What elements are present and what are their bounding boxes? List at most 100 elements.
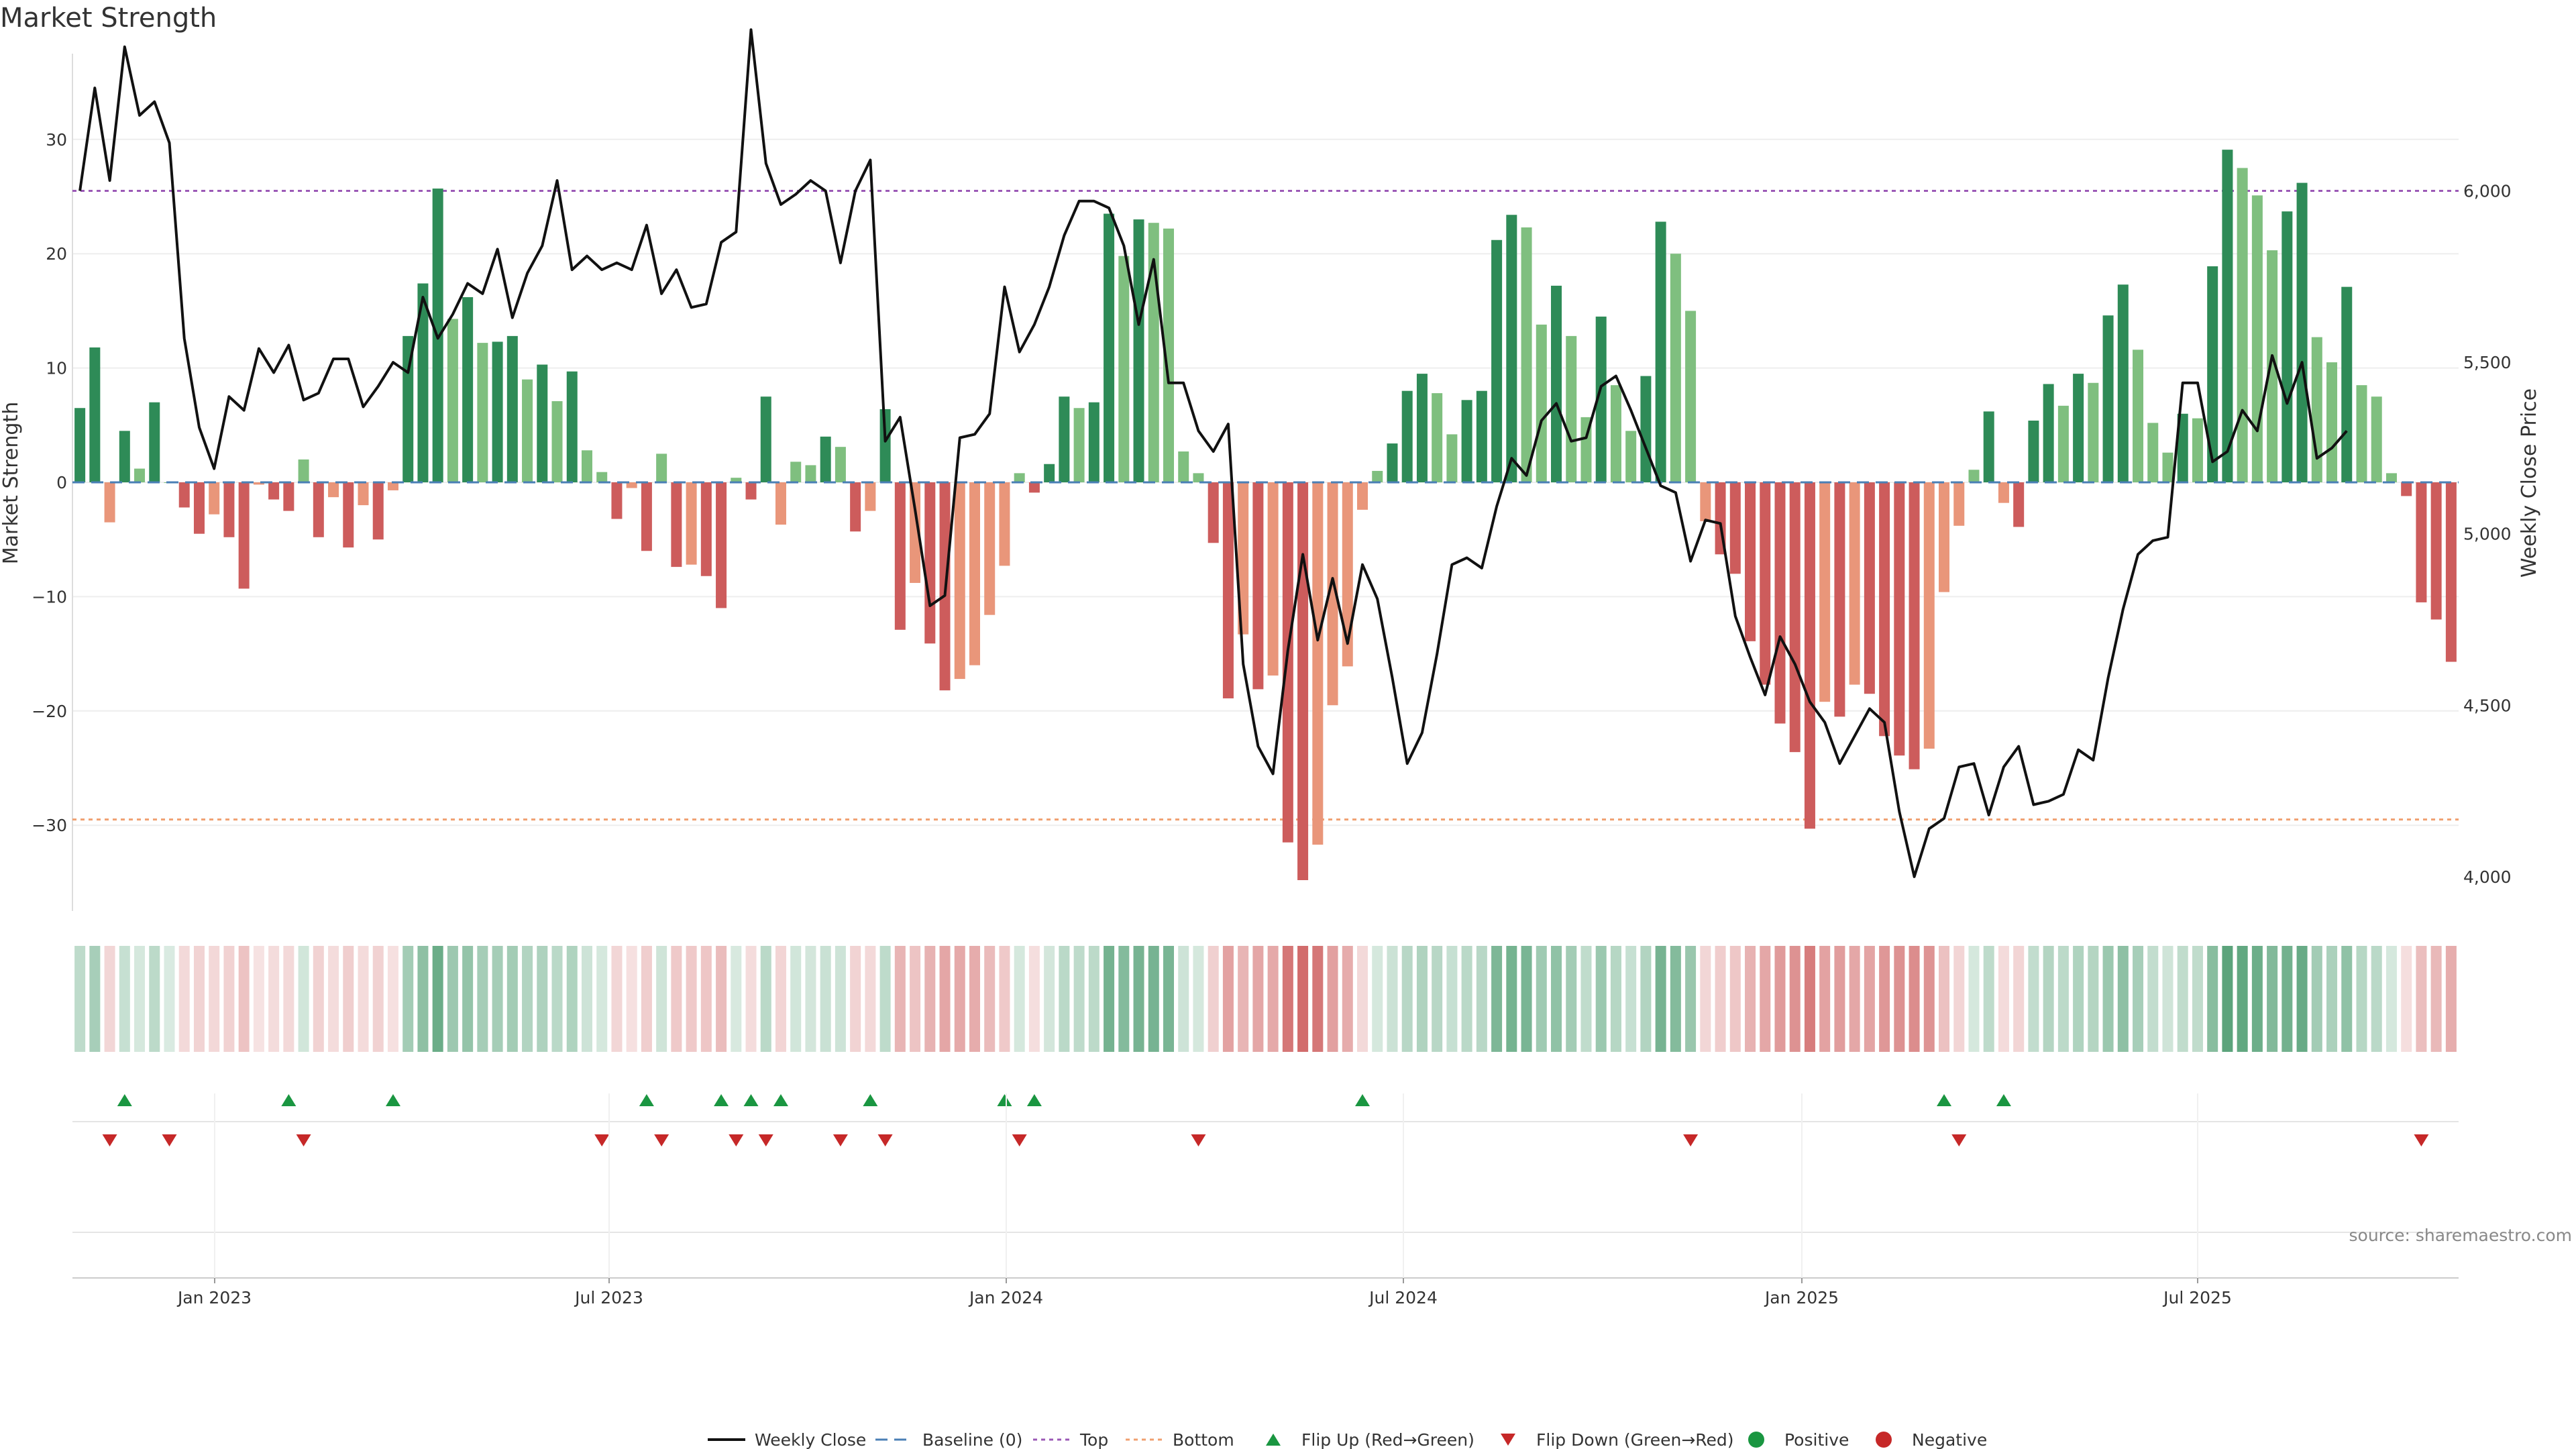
heat-cell-142 <box>2192 946 2203 1052</box>
heat-cell-145 <box>2237 946 2248 1052</box>
heat-cell-143 <box>2207 946 2218 1052</box>
bar-76 <box>1208 482 1219 543</box>
strength-bars <box>74 150 2457 880</box>
bar-3 <box>119 431 130 482</box>
heat-cell-147 <box>2267 946 2278 1052</box>
heat-cell-48 <box>790 946 802 1052</box>
heat-cell-46 <box>760 946 771 1052</box>
bar-114 <box>1774 482 1786 724</box>
left-axis-ticks: 30 20 10 0 −10 −20 −30 <box>32 130 67 835</box>
bar-111 <box>1729 482 1741 574</box>
bar-34 <box>581 450 592 482</box>
bar-45 <box>745 482 757 500</box>
right-tick-label: 5,500 <box>2463 353 2512 372</box>
bar-122 <box>1894 482 1905 756</box>
bar-56 <box>910 482 921 583</box>
bar-74 <box>1178 451 1189 482</box>
heat-cell-115 <box>1789 946 1801 1052</box>
heat-cell-116 <box>1804 946 1815 1052</box>
heat-cell-118 <box>1834 946 1845 1052</box>
flip-down-marker <box>1012 1134 1027 1146</box>
bar-126 <box>1953 482 1965 526</box>
heat-cell-42 <box>700 946 712 1052</box>
bar-0 <box>74 408 86 482</box>
heat-cell-15 <box>298 946 309 1052</box>
bar-17 <box>328 482 339 498</box>
left-tick-label: −20 <box>32 702 67 721</box>
right-tick-label: 4,500 <box>2463 696 2512 715</box>
heat-cell-157 <box>2416 946 2427 1052</box>
heat-cell-98 <box>1536 946 1547 1052</box>
heat-cell-39 <box>656 946 667 1052</box>
heat-cell-153 <box>2356 946 2367 1052</box>
heat-cell-104 <box>1625 946 1637 1052</box>
legend-flip-down-swatch <box>1501 1434 1515 1446</box>
flip-down-marker <box>102 1134 117 1146</box>
bar-11 <box>238 482 250 589</box>
bar-155 <box>2385 473 2397 482</box>
bar-22 <box>402 335 414 482</box>
bar-131 <box>2028 420 2039 482</box>
bar-54 <box>879 409 891 482</box>
bar-152 <box>2341 286 2353 482</box>
bar-119 <box>1849 482 1860 685</box>
heat-cell-60 <box>969 946 980 1052</box>
bar-33 <box>566 371 578 482</box>
right-tick-label: 5,000 <box>2463 525 2512 544</box>
flip-down-marker <box>296 1134 311 1146</box>
bar-130 <box>2013 482 2025 527</box>
flip-down-marker <box>758 1134 773 1146</box>
legend-item-close: Weekly Close <box>708 1430 866 1449</box>
heat-cell-9 <box>209 946 220 1052</box>
heat-cell-99 <box>1551 946 1562 1052</box>
bar-68 <box>1088 402 1099 482</box>
bar-38 <box>641 482 652 551</box>
bar-59 <box>954 482 965 680</box>
bar-105 <box>1640 376 1652 482</box>
bar-62 <box>999 482 1010 566</box>
bar-67 <box>1073 408 1085 482</box>
bar-97 <box>1521 227 1532 482</box>
bar-7 <box>178 482 190 508</box>
heat-cell-112 <box>1745 946 1756 1052</box>
bar-133 <box>2057 405 2069 482</box>
heat-cell-88 <box>1387 946 1398 1052</box>
legend-label: Baseline (0) <box>922 1430 1022 1449</box>
heat-cell-1 <box>89 946 101 1052</box>
bar-43 <box>716 482 727 608</box>
heat-cell-93 <box>1461 946 1472 1052</box>
heat-cell-102 <box>1595 946 1607 1052</box>
bar-53 <box>865 482 876 511</box>
right-axis-ticks: 6,000 5,500 5,000 4,500 4,000 <box>2463 181 2512 886</box>
heat-cell-75 <box>1193 946 1204 1052</box>
bar-84 <box>1327 482 1338 706</box>
heat-cell-136 <box>2102 946 2114 1052</box>
bar-28 <box>492 341 503 482</box>
heat-cell-83 <box>1312 946 1324 1052</box>
heat-cell-146 <box>2251 946 2263 1052</box>
bar-49 <box>805 465 816 482</box>
bar-140 <box>2162 452 2174 482</box>
bar-46 <box>760 396 771 482</box>
heat-cell-144 <box>2222 946 2233 1052</box>
flip-down-marker <box>654 1134 669 1146</box>
bar-102 <box>1595 316 1607 482</box>
bar-1 <box>89 347 101 482</box>
heat-cell-45 <box>745 946 757 1052</box>
bar-137 <box>2117 284 2129 482</box>
bar-123 <box>1909 482 1920 769</box>
bar-134 <box>2073 374 2084 482</box>
bar-132 <box>2043 384 2054 482</box>
heat-cell-101 <box>1580 946 1592 1052</box>
left-tick-label: 20 <box>46 244 67 264</box>
bar-18 <box>343 482 354 548</box>
bar-35 <box>596 472 608 482</box>
bar-101 <box>1580 417 1592 482</box>
flip-up-marker <box>714 1094 729 1106</box>
bar-42 <box>700 482 712 576</box>
heat-cell-84 <box>1327 946 1338 1052</box>
heat-cell-111 <box>1729 946 1741 1052</box>
heat-cell-94 <box>1476 946 1487 1052</box>
bar-14 <box>283 482 294 511</box>
bar-100 <box>1566 335 1577 482</box>
